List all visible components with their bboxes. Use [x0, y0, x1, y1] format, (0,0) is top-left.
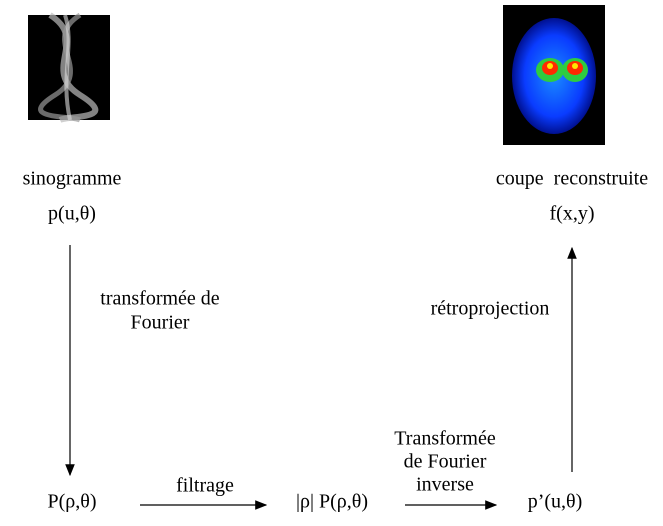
- reconstruction-image: [503, 5, 605, 145]
- diagram: sinogramme p(u,θ) coupe reconstruite f(x…: [0, 0, 663, 526]
- sinogram-image: [28, 15, 110, 120]
- node-formula: f(x,y): [550, 203, 595, 225]
- edge-label: inverse: [416, 474, 474, 496]
- edge-label: Transformée: [394, 428, 496, 450]
- node-label: sinogramme: [23, 168, 122, 190]
- edge-label: Fourier: [131, 312, 190, 334]
- node-label: coupe reconstruite: [496, 168, 648, 190]
- node-formula: P(ρ,θ): [47, 491, 96, 513]
- node-formula: p(u,θ): [48, 203, 96, 225]
- edge-label: de Fourier: [404, 451, 487, 473]
- edge-label: filtrage: [176, 475, 234, 497]
- node-formula: p’(u,θ): [528, 491, 583, 513]
- node-formula: |ρ| P(ρ,θ): [296, 491, 368, 513]
- edge-label: rétroprojection: [431, 298, 550, 320]
- edge-label: transformée de: [100, 288, 220, 310]
